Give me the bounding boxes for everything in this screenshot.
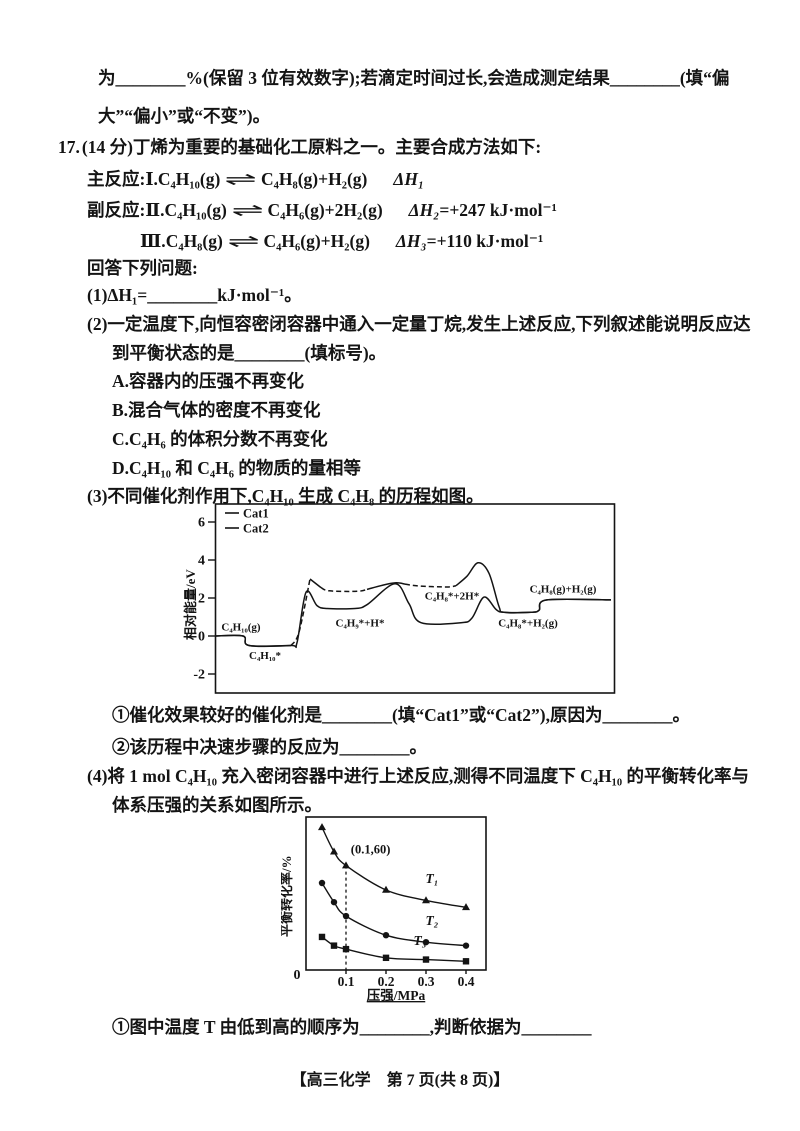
equilibrium-arrow-icon: ⇌ <box>224 170 257 190</box>
circle-marker <box>330 898 338 906</box>
question-17-stem: 17. (14 分)丁烯为重要的基础化工原料之一。主要合成方法如下: <box>58 135 541 159</box>
sub-question-3-1: ①催化效果较好的催化剂是________(填“Cat1”或“Cat2”),原因为… <box>112 705 690 725</box>
cat2-curve <box>455 562 612 614</box>
reaction-right-formula: C₄H₈(g)+H₂(g) <box>260 169 368 189</box>
reaction-line-3: Ⅲ.C₄H₈(g) ⇌ C₄H₆(g)+H₂(g) ΔH₃=+110 kJ·mol⁻¹ <box>140 229 543 254</box>
reaction-line-main: 主反应:Ⅰ.C₄H₁₀(g) ⇌ C₄H₈(g)+H₂(g) ΔH₁ <box>87 167 424 192</box>
series-label: T₃ <box>414 933 427 948</box>
triangle-marker <box>462 903 470 911</box>
sub-question-1: (1)ΔH₁=________kJ·mol⁻¹。 <box>87 285 302 305</box>
reaction-left-formula: C₄H₁₀(g) <box>157 169 221 189</box>
stage-label: C₄H₁₀* <box>249 650 281 662</box>
circle-marker <box>462 942 470 949</box>
circle-marker <box>342 912 350 920</box>
prev-question-line-2: 大”“偏小”或“不变”)。 <box>98 106 271 126</box>
question-number: 17. <box>58 137 80 157</box>
cat2-curve <box>309 578 322 589</box>
option-a: A.容器内的压强不再变化 <box>112 371 305 391</box>
sub-question-4-line-2: 体系压强的关系如图所示。 <box>112 795 322 815</box>
x-axis-label: 压强/MPa <box>367 988 426 1003</box>
stage-label: C₄H₈*+H₂(g) <box>498 617 558 629</box>
stage-label: C₄H₈*+2H* <box>425 591 480 603</box>
x-tick-label: 0.4 <box>458 974 475 989</box>
delta-h-value: =+247 kJ·mol⁻¹ <box>439 200 557 220</box>
square-marker <box>422 956 430 963</box>
circle-marker <box>422 938 430 946</box>
stage-label: C₄H₈(g)+H₂(g) <box>530 584 597 596</box>
y-tick-label: 2 <box>198 592 205 607</box>
y-axis-label: 平衡转化率/% <box>281 855 294 937</box>
point-annotation: (0.1,60) <box>351 842 391 856</box>
origin-tick-label: 0 <box>294 968 301 983</box>
y-tick-label: -2 <box>193 668 205 683</box>
triangle-marker <box>318 823 326 831</box>
delta-h: ΔH₂ <box>408 200 440 220</box>
reaction-roman: Ⅲ. <box>140 231 166 251</box>
energy-profile-svg: 相对能量/eV Cat1 Cat2 -2 0 2 4 6 C₄H₁₀(g) C₄H₁₀* C₄… <box>183 503 616 694</box>
equilibrium-chart: 平衡转化率/% 压强/MPa 0 0.1 0.2 0.3 0.4 T₁ T₂ T₃ (0.1,… <box>279 812 506 1007</box>
delta-h-value: =+110 kJ·mol⁻¹ <box>426 231 544 251</box>
triangle-marker <box>342 861 350 869</box>
square-marker <box>318 933 326 941</box>
circle-marker <box>318 879 326 887</box>
sub-question-4-line-1: (4)将 1 mol C₄H₁₀ 充入密闭容器中进行上述反应,测得不同温度下 C… <box>87 766 749 786</box>
reaction-left-formula: C₄H₈(g) <box>165 231 223 251</box>
triangle-marker <box>330 847 338 855</box>
legend-label-cat1: Cat1 <box>243 507 269 521</box>
delta-h: ΔH₁ <box>393 169 425 189</box>
equilibrium-arrow-icon: ⇌ <box>227 232 260 252</box>
sub-question-3-2: ②该历程中决速步骤的反应为________。 <box>112 737 427 757</box>
sub-question-2-line-1: (2)一定温度下,向恒容密闭容器中通入一定量丁烷,发生上述反应,下列叙述能说明反… <box>87 314 751 334</box>
triangle-marker <box>422 896 430 904</box>
square-marker <box>330 942 338 949</box>
reaction-roman: Ⅰ. <box>145 169 158 189</box>
cat2-curve <box>366 582 406 591</box>
reaction-right-formula: C₄H₆(g)+2H₂(g) <box>267 200 383 220</box>
y-tick-label: 6 <box>198 516 205 531</box>
option-d: D.C₄H₁₀ 和 C₄H₆ 的物质的量相等 <box>112 458 361 478</box>
reaction-left-formula: C₄H₁₀(g) <box>164 200 227 220</box>
legend-label-cat2: Cat2 <box>243 522 269 536</box>
prev-question-line-1: 为________%(保留 3 位有效数字);若滴定时间过长,会造成测定结果__… <box>98 68 730 88</box>
cat2-curve <box>404 583 457 588</box>
question-stem-text: (14 分)丁烯为重要的基础化工原料之一。主要合成方法如下: <box>81 137 542 157</box>
reaction-line-side: 副反应:Ⅱ.C₄H₁₀(g) ⇌ C₄H₆(g)+2H₂(g) ΔH₂=+247 kJ… <box>87 198 557 223</box>
reaction-label: 主反应: <box>87 169 146 189</box>
x-tick-label: 0.3 <box>418 974 435 989</box>
circle-marker <box>382 932 390 939</box>
x-tick-label: 0.2 <box>378 974 395 989</box>
option-c: C.C₄H₆ 的体积分数不再变化 <box>112 429 328 449</box>
square-marker <box>382 954 390 962</box>
series-label: T₁ <box>426 871 439 886</box>
x-tick-label: 0.1 <box>338 974 355 989</box>
answer-prompt: 回答下列问题: <box>87 258 198 278</box>
sub-question-2-line-2: 到平衡状态的是________(填标号)。 <box>112 343 387 363</box>
cat2-curve <box>320 586 368 593</box>
stage-label: C₄H₁₀(g) <box>221 622 261 634</box>
cat2-curve <box>290 578 311 646</box>
page-footer: 【高三化学 第 7 页(共 8 页)】 <box>290 1072 510 1089</box>
cat2-curve <box>214 634 292 647</box>
square-marker <box>342 945 350 953</box>
triangle-marker <box>382 885 390 893</box>
energy-profile-chart: 相对能量/eV Cat1 Cat2 -2 0 2 4 6 C₄H₁₀(g) C₄H₁₀* C₄… <box>183 500 623 700</box>
series-label: T₂ <box>426 913 439 928</box>
sub-question-4-1: ①图中温度 T 由低到高的顺序为________,判断依据为________ <box>112 1017 592 1037</box>
reaction-label: 副反应: <box>87 200 146 220</box>
y-tick-label: 0 <box>198 630 205 645</box>
plot-frame <box>214 503 616 694</box>
y-axis-label: 相对能量/eV <box>183 569 198 640</box>
option-b: B.混合气体的密度不再变化 <box>112 400 321 420</box>
equilibrium-arrow-icon: ⇌ <box>231 201 264 221</box>
square-marker <box>462 958 470 965</box>
plot-frame <box>305 816 487 971</box>
delta-h: ΔH₃ <box>395 231 427 251</box>
equilibrium-svg: 平衡转化率/% 压强/MPa 0 0.1 0.2 0.3 0.4 T₁ T₂ T₃ (0.1,… <box>279 816 487 1003</box>
stage-label: C₄H₉*+H* <box>336 617 385 629</box>
reaction-right-formula: C₄H₆(g)+H₂(g) <box>263 231 370 251</box>
reaction-roman: Ⅱ. <box>145 200 165 220</box>
y-tick-label: 4 <box>198 554 205 569</box>
sub-question-3: (3)不同催化剂作用下,C₄H₁₀ 生成 C₄H₈ 的历程如图。 <box>87 486 484 506</box>
